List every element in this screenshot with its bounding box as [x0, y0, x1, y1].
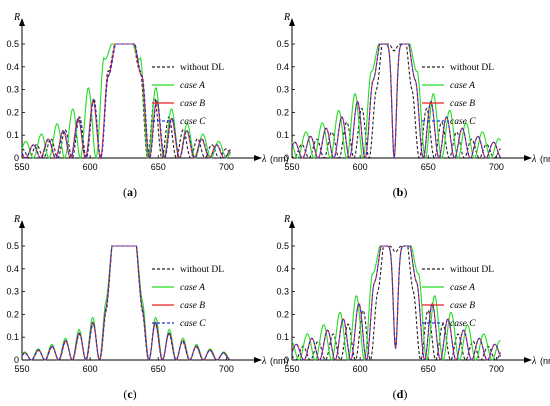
x-axis-unit: (nm): [540, 154, 550, 164]
y-axis-label: R: [283, 12, 290, 23]
y-tick-label: 0.1: [276, 332, 289, 342]
x-tick-label: 700: [219, 162, 234, 172]
panel-label: (a): [123, 185, 137, 199]
y-tick-label: 0.3: [6, 85, 19, 95]
y-axis-arrow: [289, 220, 295, 228]
legend-entry: case A: [180, 283, 205, 293]
legend-entry: case C: [180, 319, 206, 329]
y-tick-label: 0: [284, 153, 289, 163]
panel-label: (c): [123, 387, 136, 401]
x-axis-arrow: [524, 357, 532, 363]
y-tick-label: 0.2: [6, 309, 19, 319]
legend-entry: case B: [450, 99, 475, 109]
y-tick-label: 0.5: [6, 241, 19, 251]
y-tick-label: 0.4: [6, 264, 19, 274]
x-axis-label: λ: [261, 154, 267, 165]
legend-entry: without DL: [450, 265, 494, 275]
x-tick-label: 650: [421, 162, 436, 172]
x-axis-unit: (nm): [540, 356, 550, 366]
y-tick-label: 0.3: [6, 287, 19, 297]
y-tick-label: 0.2: [276, 309, 289, 319]
legend-entry: without DL: [450, 63, 494, 73]
legend-entry: without DL: [180, 63, 224, 73]
x-tick-label: 700: [489, 162, 504, 172]
x-axis-arrow: [524, 155, 532, 161]
y-tick-label: 0: [14, 153, 19, 163]
y-tick-label: 0.2: [276, 107, 289, 117]
series-line-without-dl: [291, 245, 501, 362]
series-line-case-c: [291, 43, 501, 159]
series-line-case-c: [291, 245, 501, 361]
x-tick-label: 600: [83, 364, 98, 374]
x-tick-label: 600: [83, 162, 98, 172]
y-tick-label: 0.4: [6, 62, 19, 72]
y-axis-arrow: [19, 18, 25, 26]
y-tick-label: 0.3: [276, 85, 289, 95]
y-tick-label: 0.5: [276, 241, 289, 251]
legend-entry: case A: [450, 81, 475, 91]
series-line-case-c: [21, 245, 231, 361]
y-tick-label: 0: [284, 355, 289, 365]
x-tick-label: 550: [284, 162, 299, 172]
y-tick-label: 0.1: [6, 130, 19, 140]
x-axis-label: λ: [261, 356, 267, 367]
legend-entry: case A: [450, 283, 475, 293]
x-tick-label: 700: [219, 364, 234, 374]
legend-entry: case C: [180, 117, 206, 127]
y-tick-label: 0.4: [276, 264, 289, 274]
legend-entry: without DL: [180, 265, 224, 275]
y-tick-label: 0.1: [6, 332, 19, 342]
legend-entry: case B: [180, 301, 205, 311]
y-tick-label: 0.5: [6, 39, 19, 49]
y-axis-label: R: [13, 214, 20, 225]
y-axis-label: R: [283, 214, 290, 225]
y-tick-label: 0.5: [276, 39, 289, 49]
x-axis-arrow: [254, 357, 262, 363]
panel-label: (b): [393, 185, 408, 199]
legend-entry: case A: [180, 81, 205, 91]
x-axis-arrow: [254, 155, 262, 161]
y-tick-label: 0: [14, 355, 19, 365]
chart-panel-b: 0 0.1 0.2 0.3 0.4 0.5 550 600 650 700 Rλ(nm) withou…: [276, 12, 550, 199]
series-line-case-c: [21, 43, 231, 159]
x-axis-unit: (nm): [270, 154, 289, 164]
y-axis-label: R: [13, 12, 20, 23]
legend-entry: case C: [450, 319, 476, 329]
y-tick-label: 0.3: [276, 287, 289, 297]
x-axis-label: λ: [531, 154, 537, 165]
x-tick-label: 650: [151, 364, 166, 374]
y-tick-label: 0.4: [276, 62, 289, 72]
x-tick-label: 700: [489, 364, 504, 374]
chart-panel-c: 0 0.1 0.2 0.3 0.4 0.5 550 600 650 700 Rλ (nm) withou…: [6, 214, 288, 401]
y-tick-label: 0.1: [276, 130, 289, 140]
x-axis-label: λ: [531, 356, 537, 367]
y-tick-label: 0.2: [6, 107, 19, 117]
x-axis-unit: (nm): [270, 356, 289, 366]
legend-entry: case B: [450, 301, 475, 311]
x-tick-label: 650: [421, 364, 436, 374]
x-tick-label: 600: [353, 162, 368, 172]
chart-panel-d: 0 0.1 0.2 0.3 0.4 0.5 550 600 650 700 Rλ(nm) withou…: [276, 214, 550, 401]
legend-entry: case B: [180, 99, 205, 109]
x-tick-label: 550: [284, 364, 299, 374]
y-axis-arrow: [289, 18, 295, 26]
x-tick-label: 600: [353, 364, 368, 374]
chart-panel-a: 0 0.1 0.2 0.3 0.4 0.5 550 600 650 700 Rλ (nm) withou…: [6, 12, 288, 199]
x-tick-label: 550: [14, 162, 29, 172]
x-tick-label: 550: [14, 364, 29, 374]
x-tick-label: 650: [151, 162, 166, 172]
y-axis-arrow: [19, 220, 25, 228]
legend-entry: case C: [450, 117, 476, 127]
panel-label: (d): [393, 387, 408, 401]
